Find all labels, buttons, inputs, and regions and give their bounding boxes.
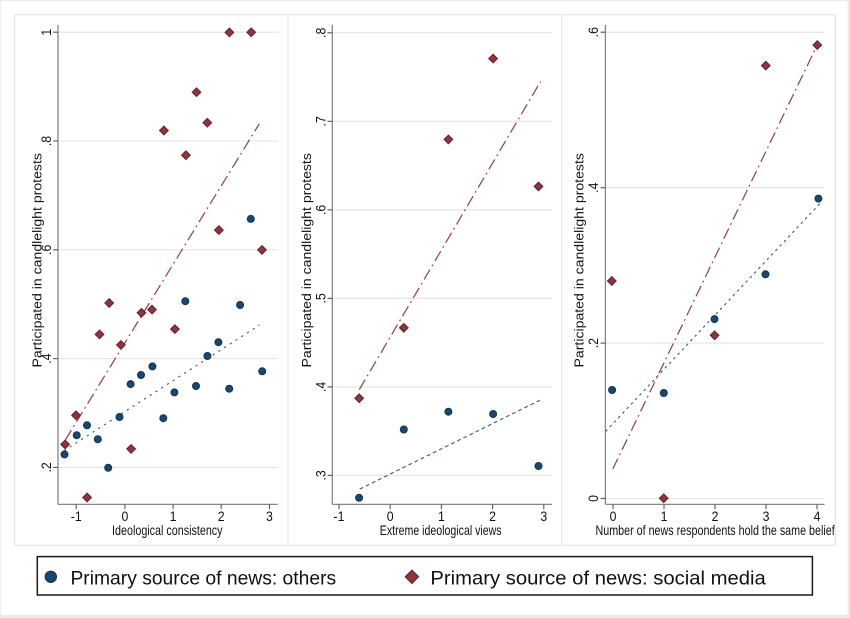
svg-text:.6: .6 (313, 205, 329, 215)
svg-text:1: 1 (661, 508, 668, 524)
svg-text:.4: .4 (38, 353, 54, 363)
svg-text:Primary source of news: social: Primary source of news: social media (430, 568, 766, 590)
svg-text:.8: .8 (38, 136, 54, 146)
svg-text:0: 0 (610, 508, 617, 524)
svg-text:.8: .8 (313, 28, 329, 38)
svg-text:Participated in candlelight pr: Participated in candlelight protests (299, 153, 314, 368)
svg-text:-1: -1 (71, 508, 82, 524)
svg-text:3: 3 (266, 508, 273, 524)
svg-text:Participated in candlelight pr: Participated in candlelight protests (572, 153, 587, 368)
svg-text:.7: .7 (313, 116, 329, 126)
svg-text:.4: .4 (313, 382, 329, 392)
svg-text:0: 0 (121, 508, 128, 524)
svg-text:.4: .4 (585, 183, 601, 193)
svg-text:Primary source of news: others: Primary source of news: others (70, 568, 336, 590)
svg-text:Ideological consistency: Ideological consistency (112, 522, 223, 538)
svg-text:4: 4 (814, 508, 821, 524)
svg-text:2: 2 (218, 508, 225, 524)
svg-text:.6: .6 (585, 27, 601, 37)
svg-text:.2: .2 (38, 462, 54, 472)
svg-text:Extreme ideological views: Extreme ideological views (380, 522, 502, 538)
svg-text:Number of news respondents hol: Number of news respondents hold the same… (596, 522, 835, 538)
svg-text:0: 0 (585, 495, 601, 502)
svg-text:Participated in candlelight pr: Participated in candlelight protests (29, 153, 44, 368)
svg-text:2: 2 (712, 508, 719, 524)
svg-text:3: 3 (763, 508, 770, 524)
svg-text:3: 3 (540, 508, 547, 524)
svg-text:.5: .5 (313, 293, 329, 303)
svg-text:1: 1 (438, 508, 445, 524)
svg-text:-1: -1 (334, 508, 345, 524)
svg-text:2: 2 (489, 508, 496, 524)
svg-text:1: 1 (38, 29, 54, 36)
svg-text:.6: .6 (38, 245, 54, 255)
svg-text:1: 1 (170, 508, 177, 524)
svg-text:.3: .3 (313, 470, 329, 480)
svg-text:.2: .2 (585, 338, 601, 348)
svg-text:0: 0 (387, 508, 394, 524)
